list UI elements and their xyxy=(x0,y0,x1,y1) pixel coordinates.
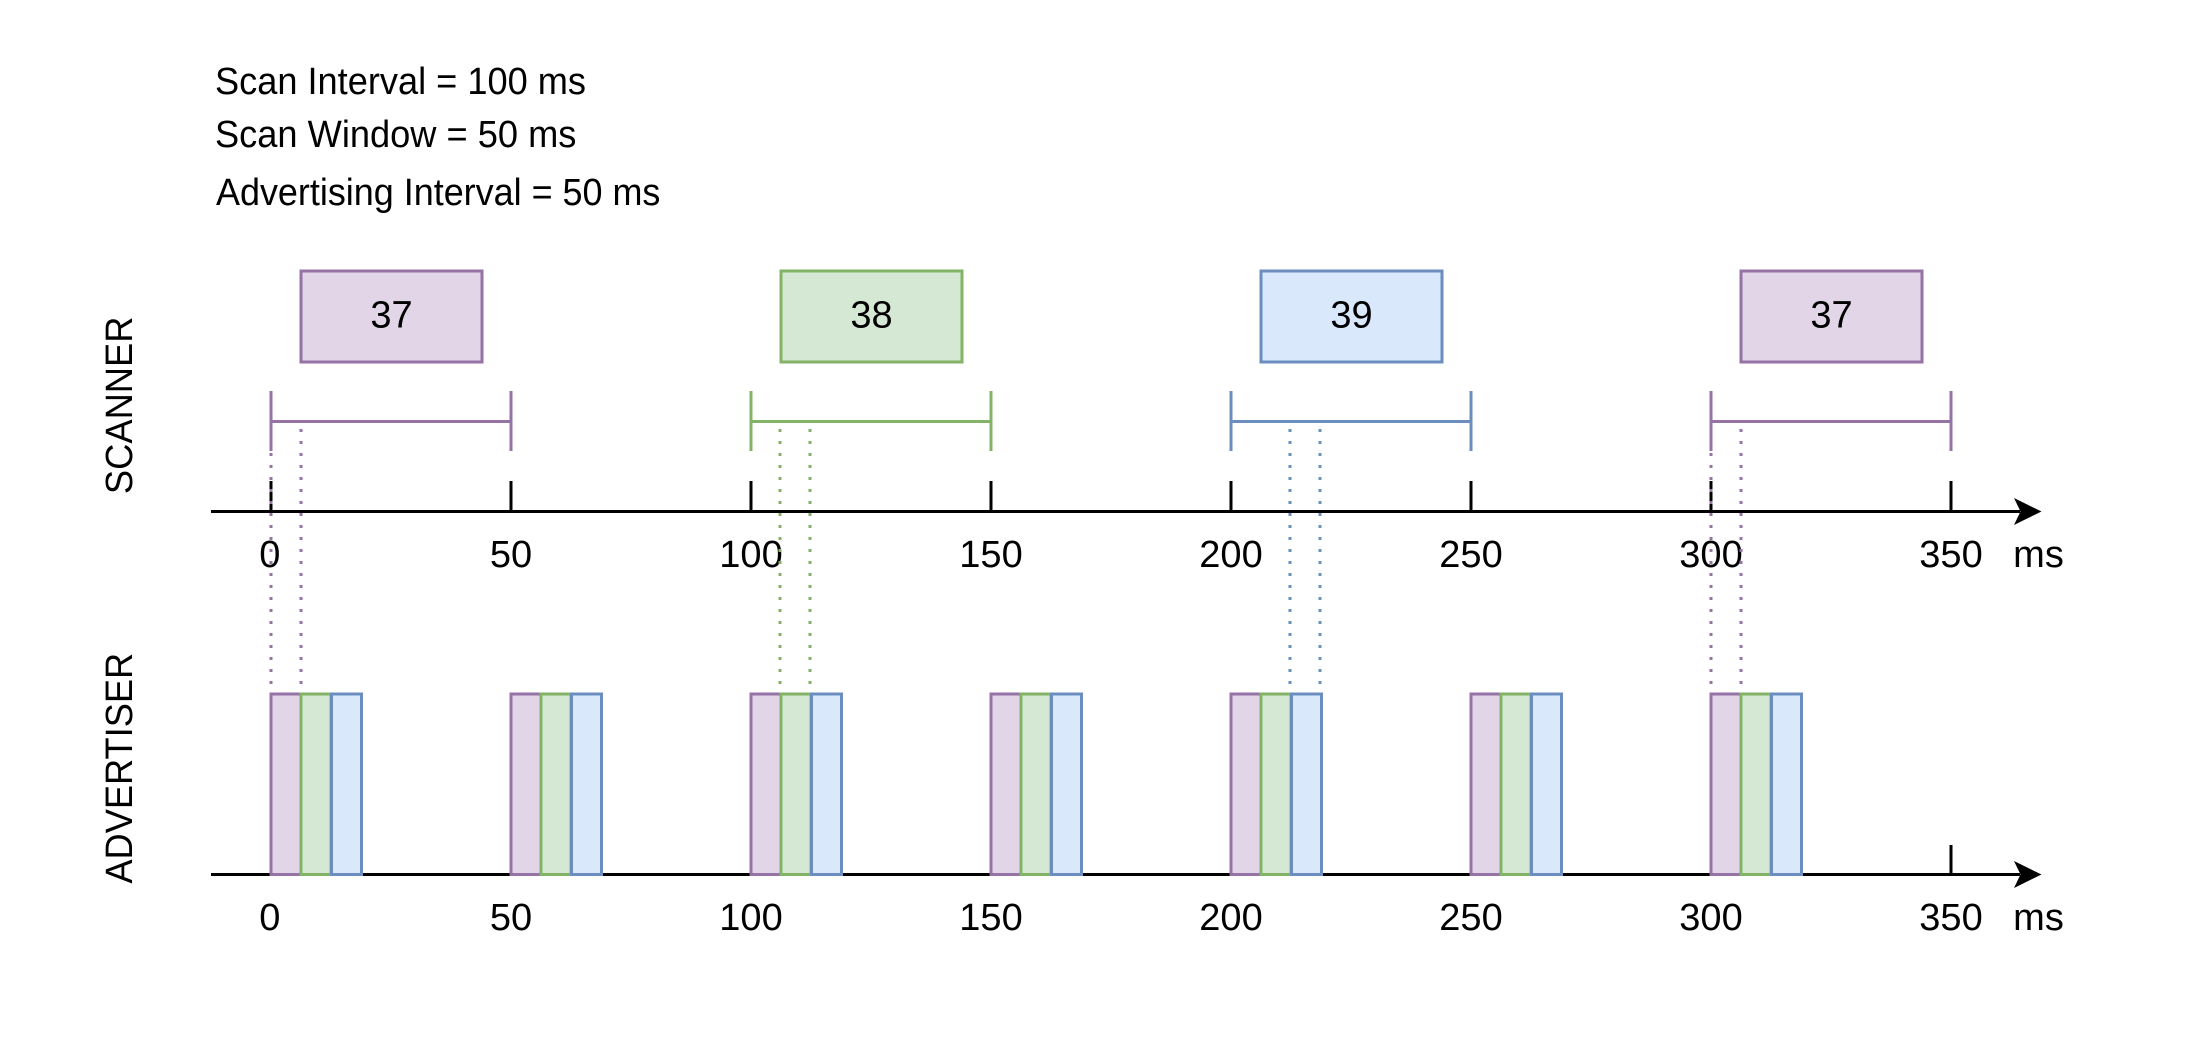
svg-text:38: 38 xyxy=(850,295,892,337)
svg-text:50: 50 xyxy=(490,897,532,939)
svg-text:50: 50 xyxy=(490,534,532,576)
svg-text:Scan Window = 50 ms: Scan Window = 50 ms xyxy=(215,114,576,156)
svg-text:39: 39 xyxy=(1330,295,1372,337)
svg-text:SCANNER: SCANNER xyxy=(99,317,141,495)
svg-text:ms: ms xyxy=(2013,534,2064,576)
svg-text:ms: ms xyxy=(2013,897,2064,939)
svg-text:100: 100 xyxy=(719,897,782,939)
svg-text:200: 200 xyxy=(1199,534,1262,576)
svg-text:200: 200 xyxy=(1199,897,1262,939)
svg-text:150: 150 xyxy=(959,897,1022,939)
svg-text:0: 0 xyxy=(259,534,280,576)
svg-text:250: 250 xyxy=(1439,534,1502,576)
svg-text:ADVERTISER: ADVERTISER xyxy=(99,653,141,884)
svg-text:37: 37 xyxy=(370,295,412,337)
svg-text:250: 250 xyxy=(1439,897,1502,939)
svg-text:100: 100 xyxy=(719,534,782,576)
svg-text:Scan Interval = 100 ms: Scan Interval = 100 ms xyxy=(215,61,586,103)
svg-text:300: 300 xyxy=(1679,897,1742,939)
svg-text:350: 350 xyxy=(1919,897,1982,939)
svg-text:Advertising Interval = 50 ms: Advertising Interval = 50 ms xyxy=(216,172,660,214)
svg-text:37: 37 xyxy=(1810,295,1852,337)
svg-text:300: 300 xyxy=(1679,534,1742,576)
svg-text:350: 350 xyxy=(1919,534,1982,576)
svg-text:150: 150 xyxy=(959,534,1022,576)
svg-text:0: 0 xyxy=(259,897,280,939)
